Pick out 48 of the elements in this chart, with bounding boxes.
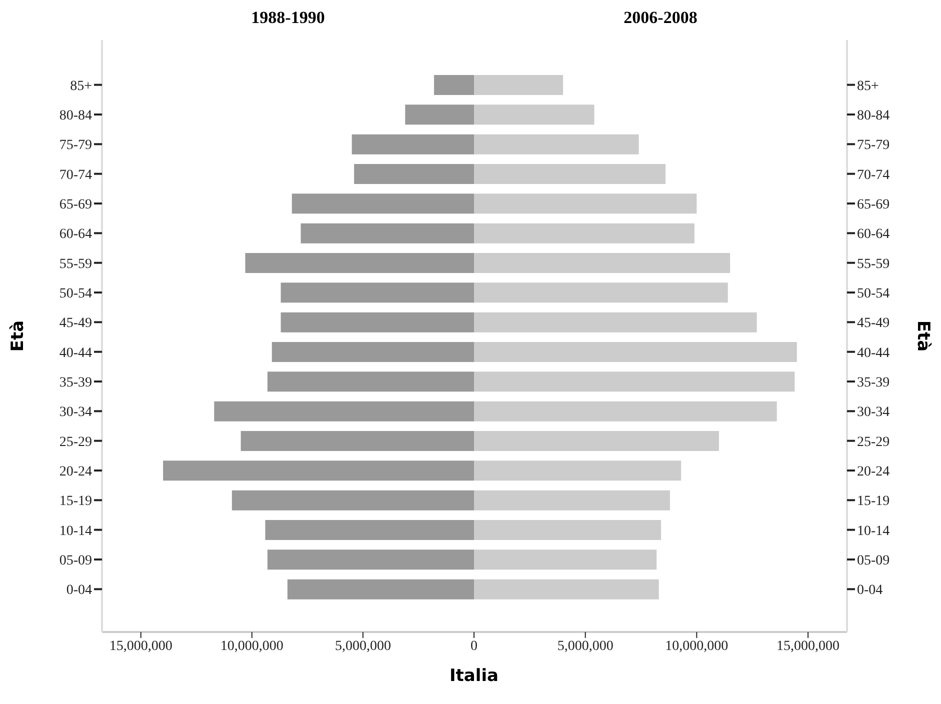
- x-tick-label: 10,000,000: [220, 638, 284, 654]
- y-tick-label: 70-74: [59, 168, 92, 183]
- y-tick-label: 75-79: [59, 138, 92, 154]
- y-tick-label: 60-64: [857, 227, 890, 242]
- y-tick-label: 15-19: [857, 494, 890, 510]
- y-tick-label: 30-34: [857, 405, 890, 420]
- x-tick-label: 15,000,000: [776, 638, 840, 654]
- y-tick-label: 15-19: [59, 494, 92, 510]
- y-tick-label: 80-84: [59, 108, 92, 124]
- y-tick-label: 35-39: [59, 375, 92, 390]
- y-tick-label: 40-44: [857, 346, 890, 361]
- y-axis-title: Età: [8, 320, 28, 352]
- x-tick-label: 15,000,000: [109, 638, 172, 654]
- y-tick-label: 55-59: [857, 256, 890, 272]
- x-tick-label: 10,000,000: [665, 638, 728, 654]
- y-tick-label: 30-34: [59, 405, 92, 420]
- chart-title: 1988-1990: [250, 8, 326, 28]
- y-tick-label: 60-64: [59, 227, 92, 242]
- x-axis-title: Italia: [449, 666, 499, 686]
- y-tick-label: 45-49: [59, 316, 92, 332]
- y-tick-label: 35-39: [857, 375, 890, 390]
- y-tick-label: 70-74: [857, 168, 890, 183]
- x-tick-label: 5,000,000: [334, 638, 391, 654]
- y-tick-label: 25-29: [59, 434, 92, 450]
- y-tick-label: 85+: [857, 78, 879, 94]
- y-tick-label: 05-09: [59, 553, 92, 568]
- y-tick-label: 55-59: [59, 256, 92, 272]
- chart-title: 2006-2008: [622, 8, 698, 28]
- y-tick-label: 75-79: [857, 138, 890, 154]
- y-tick-label: 0-04: [66, 583, 92, 598]
- y-tick-label: 20-24: [59, 464, 92, 480]
- y-tick-label: 40-44: [59, 346, 92, 361]
- y-tick-label: 50-54: [857, 286, 890, 302]
- y-tick-label: 85+: [70, 78, 92, 94]
- y-tick-label: 80-84: [857, 108, 890, 124]
- y-tick-label: 10-14: [857, 524, 890, 539]
- y-tick-label: 05-09: [857, 553, 890, 568]
- y-tick-label: 65-69: [59, 197, 92, 212]
- y-axis-title: Età: [913, 320, 933, 352]
- y-tick-label: 25-29: [857, 434, 890, 450]
- y-tick-label: 10-14: [59, 524, 92, 539]
- x-tick-label: 0: [470, 638, 478, 654]
- y-tick-label: 45-49: [857, 316, 890, 332]
- y-tick-label: 20-24: [857, 464, 890, 480]
- x-tick-label: 5,000,000: [557, 638, 614, 654]
- y-tick-label: 50-54: [59, 286, 92, 302]
- y-tick-label: 0-04: [857, 583, 883, 598]
- y-tick-label: 65-69: [857, 197, 890, 212]
